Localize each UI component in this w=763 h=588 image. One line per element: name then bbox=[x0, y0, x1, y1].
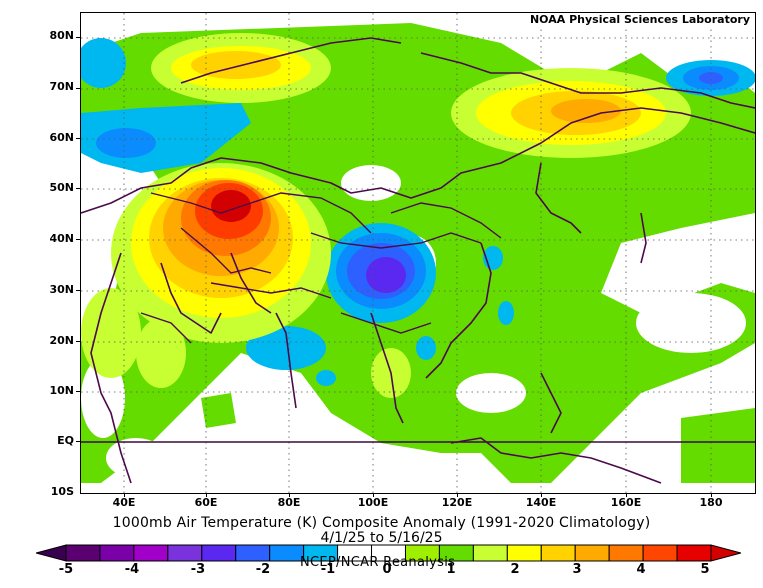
colorbar-cell bbox=[235, 544, 271, 562]
lon-tick bbox=[457, 493, 458, 497]
lat-label-80n: 80N bbox=[49, 29, 74, 42]
colorbar-label: 1 bbox=[446, 562, 456, 577]
map-panel bbox=[80, 12, 756, 494]
lat-label-eq: EQ bbox=[57, 434, 74, 447]
colorbar-cell bbox=[201, 544, 237, 562]
lon-tick bbox=[289, 493, 290, 497]
colorbar-label: -2 bbox=[255, 562, 271, 577]
colorbar-cell bbox=[608, 544, 644, 562]
data-source-label: NCEP/NCAR Reanalysis bbox=[300, 555, 456, 570]
lon-label-140e: 140E bbox=[525, 496, 557, 509]
colorbar-label: -4 bbox=[124, 562, 140, 577]
lat-tick bbox=[76, 391, 80, 392]
colorbar-cell bbox=[574, 544, 610, 562]
negative-anomaly-strong bbox=[347, 72, 723, 299]
lon-tick bbox=[206, 493, 207, 497]
lat-label-50n: 50N bbox=[49, 181, 74, 194]
lat-label-70n: 70N bbox=[49, 80, 74, 93]
lat-label-40n: 40N bbox=[49, 232, 74, 245]
country-borders bbox=[140, 192, 502, 344]
lon-label-60e: 60E bbox=[194, 496, 218, 509]
lat-tick bbox=[76, 441, 80, 442]
map-title: 1000mb Air Temperature (K) Composite Ano… bbox=[112, 515, 651, 531]
colorbar-left-arrow bbox=[36, 544, 67, 562]
graticule bbox=[81, 13, 755, 493]
colorbar-label: 3 bbox=[572, 562, 582, 577]
coastlines bbox=[81, 37, 755, 484]
colorbar-cell bbox=[642, 544, 678, 562]
colorbar-cell bbox=[472, 544, 508, 562]
lon-tick bbox=[626, 493, 627, 497]
colorbar-cell bbox=[540, 544, 576, 562]
colorbar-label: 2 bbox=[510, 562, 520, 577]
lon-label-40e: 40E bbox=[112, 496, 136, 509]
colorbar-label: -3 bbox=[190, 562, 206, 577]
positive-anomaly-core bbox=[211, 190, 251, 222]
lat-tick bbox=[76, 138, 80, 139]
lon-label-180: 180 bbox=[699, 496, 723, 509]
colorbar-label: -5 bbox=[58, 562, 74, 577]
lat-label-10n: 10N bbox=[49, 384, 74, 397]
colorbar-cells bbox=[65, 544, 712, 562]
lat-label-30n: 30N bbox=[49, 283, 74, 296]
lon-label-160e: 160E bbox=[610, 496, 642, 509]
colorbar-label: 0 bbox=[382, 562, 392, 577]
lat-label-10s: 10S bbox=[50, 485, 74, 498]
date-range: 4/1/25 to 5/16/25 bbox=[320, 530, 443, 546]
credit-label: NOAA Physical Sciences Laboratory bbox=[526, 13, 753, 26]
colorbar-cell bbox=[167, 544, 203, 562]
lat-label-60n: 60N bbox=[49, 131, 74, 144]
colorbar-label: -1 bbox=[320, 562, 336, 577]
colorbar-cell bbox=[506, 544, 542, 562]
lat-tick bbox=[76, 188, 80, 189]
lon-tick bbox=[711, 493, 712, 497]
lon-label-80e: 80E bbox=[277, 496, 301, 509]
colorbar-cell bbox=[133, 544, 169, 562]
lon-label-120e: 120E bbox=[441, 496, 473, 509]
lon-label-100e: 100E bbox=[357, 496, 389, 509]
lon-tick bbox=[373, 493, 374, 497]
anomaly-map bbox=[81, 13, 755, 493]
colorbar bbox=[36, 544, 741, 562]
colorbar-cell bbox=[65, 544, 101, 562]
lat-tick bbox=[76, 290, 80, 291]
colorbar-cell bbox=[99, 544, 135, 562]
lon-tick bbox=[541, 493, 542, 497]
lat-tick bbox=[76, 239, 80, 240]
lat-tick bbox=[76, 37, 80, 38]
colorbar-cell bbox=[676, 544, 712, 562]
colorbar-right-arrow bbox=[710, 544, 741, 562]
lat-label-20n: 20N bbox=[49, 334, 74, 347]
lon-tick bbox=[124, 493, 125, 497]
lat-tick bbox=[76, 88, 80, 89]
colorbar-label: 5 bbox=[700, 562, 710, 577]
colorbar-label: 4 bbox=[636, 562, 646, 577]
lat-tick bbox=[76, 341, 80, 342]
colorbar-cell bbox=[269, 544, 305, 562]
